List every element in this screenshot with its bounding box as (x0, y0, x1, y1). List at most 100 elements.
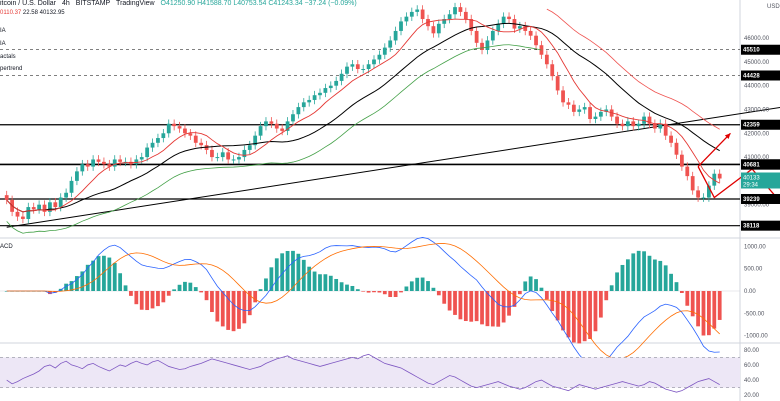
macd-histogram-bar (588, 291, 592, 339)
candle-body (350, 64, 355, 67)
candle-body (555, 76, 560, 91)
macd-histogram-bar (377, 291, 382, 293)
candle-body (393, 30, 398, 41)
macd-histogram-bar (69, 281, 74, 291)
candle-body (258, 126, 263, 136)
level-tag-bg (741, 159, 780, 170)
macd-histogram-bar (566, 291, 571, 338)
macd-histogram-bar (204, 291, 209, 301)
macd-histogram-bar (312, 271, 317, 291)
macd-histogram-bar (355, 289, 360, 291)
macd-histogram-bar (679, 291, 684, 293)
candle-body (679, 154, 684, 167)
candle-body (566, 102, 571, 105)
supertrend-up (6, 44, 542, 234)
signal-line (6, 243, 720, 360)
macd-histogram-bar (53, 291, 58, 293)
macd-histogram-bar (712, 291, 717, 329)
macd-histogram-bar (129, 291, 133, 296)
candle-body (561, 90, 565, 103)
indicator-label-3[interactable]: actals (0, 54, 16, 60)
symbol-title: itcoin / U.S. Dollar (0, 0, 57, 7)
trendline (6, 106, 780, 228)
candle-body (285, 121, 290, 131)
candle-body (480, 42, 484, 50)
indicator-label-1[interactable]: IA (0, 28, 6, 34)
candle-body (517, 26, 522, 29)
candle-body (215, 157, 220, 159)
macd-histogram-bar (598, 291, 603, 318)
candle-body (156, 138, 160, 143)
candle-body (183, 128, 187, 134)
candle-body (58, 197, 63, 208)
macd-histogram-bar (555, 291, 560, 321)
candle-body (172, 123, 177, 127)
candle-body (458, 7, 463, 12)
macd-histogram-bar (269, 267, 274, 291)
ma-slow-line (6, 22, 720, 213)
candle-body (339, 73, 344, 81)
macd-histogram-bar (404, 286, 409, 291)
macd-histogram-bar (663, 265, 668, 291)
price-axis: USD 46000.00 45000.00 44000.00 43000.00 42000… (741, 4, 780, 231)
indicator-label-2[interactable]: IA (0, 41, 6, 47)
candle-body (404, 16, 409, 22)
candle-body (264, 121, 268, 127)
macd-histogram-bar (609, 285, 614, 291)
macd-histogram-bar (274, 258, 279, 291)
macd-histogram-bar (426, 281, 430, 291)
macd-tick-label: 500.00 (744, 267, 763, 273)
candle-body (685, 166, 690, 177)
candle-body (690, 176, 695, 191)
macd-histogram-bar (534, 279, 538, 291)
price-tick-label: 46000.00 (744, 36, 770, 42)
macd-histogram-bar (604, 291, 609, 301)
candle-body (193, 135, 198, 143)
macd-histogram-bar (361, 291, 366, 292)
macd-histogram-bar (285, 250, 290, 291)
macd-histogram-bar (539, 287, 544, 291)
candle-body (577, 109, 582, 112)
macd-histogram-bar (480, 291, 484, 325)
candle-body (588, 107, 592, 119)
macd-histogram-bar (183, 281, 187, 291)
candle-body (372, 59, 376, 65)
candle-body (447, 14, 452, 20)
level-price-tag: 39239 (741, 193, 780, 204)
macd-histogram-bar (166, 291, 171, 296)
candle-body (485, 40, 490, 50)
macd-histogram-bar (242, 291, 247, 324)
candle-body (237, 157, 241, 160)
macd-histogram-bar (458, 291, 463, 320)
macd-histogram-bar (75, 276, 79, 291)
macd-histogram-bar (199, 291, 204, 293)
candle-body (582, 107, 587, 110)
macd-histogram-bar (701, 291, 706, 336)
candle-body (469, 19, 474, 31)
macd-tick-label: -500.00 (744, 311, 765, 317)
macd-histogram-bar (64, 283, 69, 291)
macd-histogram-bar (647, 255, 652, 291)
candle-body (226, 152, 231, 160)
macd-histogram-bar (550, 291, 555, 312)
candle-body (496, 23, 501, 31)
candle-body (593, 116, 598, 119)
candle-body (431, 26, 436, 34)
indicator-label-4[interactable]: pertrend (0, 66, 23, 72)
macd-label[interactable]: ACD (0, 244, 13, 250)
macd-histogram-bar (323, 274, 328, 291)
candle-body (544, 54, 549, 65)
candle-body (426, 19, 430, 27)
level-price-tag: 45510 (741, 44, 780, 55)
macd-histogram-bar (409, 281, 414, 291)
macd-histogram-bar (177, 284, 182, 291)
level-price-tag: 42359 (741, 119, 780, 130)
candle-body (328, 85, 333, 89)
candle-body (571, 104, 576, 112)
candle-body (669, 135, 673, 143)
macd-histogram-bar (561, 291, 565, 331)
candle-body (42, 204, 47, 212)
candle-body (620, 123, 625, 127)
interval: 4h (61, 0, 70, 7)
